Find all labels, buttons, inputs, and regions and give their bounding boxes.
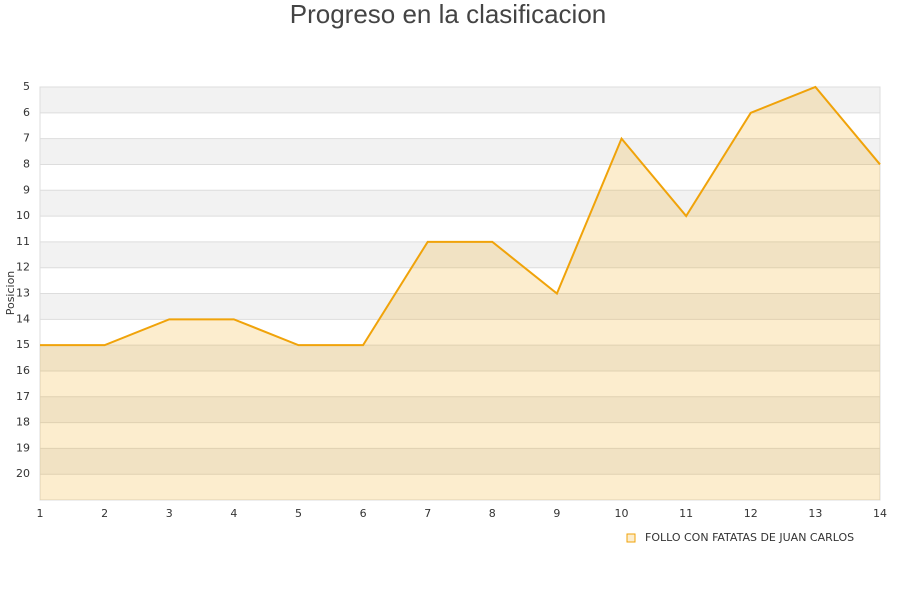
- grid-band: [40, 112, 880, 139]
- grid-band: [40, 396, 880, 423]
- legend-swatch: [626, 533, 636, 543]
- y-tick-label: 12: [16, 261, 30, 274]
- y-tick-label: 20: [16, 467, 30, 480]
- x-tick-label: 8: [489, 507, 496, 520]
- plot-frame: [39, 86, 881, 501]
- x-tick-label: 1: [37, 507, 44, 520]
- grid-band: [40, 267, 880, 294]
- y-tick-label: 15: [16, 338, 30, 351]
- grid-band: [40, 293, 880, 320]
- y-tick-label: 17: [16, 390, 30, 403]
- y-tick-label: 5: [23, 80, 30, 93]
- grid-band: [40, 474, 880, 500]
- y-tick-label: 8: [23, 157, 30, 170]
- y-tick-label: 10: [16, 209, 30, 222]
- y-tick-label: 16: [16, 364, 30, 377]
- x-tick-label: 10: [615, 507, 629, 520]
- grid-band: [40, 138, 880, 165]
- y-tick-label: 18: [16, 416, 30, 429]
- x-tick-label: 9: [553, 507, 560, 520]
- chart-title: Progreso en la clasificacion: [290, 0, 607, 29]
- y-tick-label: 14: [16, 312, 30, 325]
- y-tick-label: 11: [16, 235, 30, 248]
- legend-label: FOLLO CON FATATAS DE JUAN CARLOS: [645, 531, 854, 544]
- grid-band: [40, 87, 880, 113]
- grid-band: [40, 422, 880, 449]
- x-tick-label: 4: [230, 507, 237, 520]
- area: [40, 87, 880, 500]
- x-tick-label: 5: [295, 507, 302, 520]
- x-tick-label: 11: [679, 507, 693, 520]
- x-tick-label: 6: [360, 507, 367, 520]
- y-axis-label: Posicion: [4, 271, 17, 316]
- line: [40, 85, 881, 347]
- grid-band: [40, 319, 880, 346]
- y-tick-label: 9: [23, 183, 30, 196]
- grid-band: [40, 190, 880, 217]
- y-tick-label: 7: [23, 132, 30, 145]
- x-tick-label: 14: [873, 507, 887, 520]
- grid-band: [40, 241, 880, 268]
- grid-band: [40, 345, 880, 371]
- grid-band: [40, 370, 880, 397]
- x-tick-label: 13: [808, 507, 822, 520]
- grid-band: [40, 216, 880, 242]
- grid-band: [40, 164, 880, 191]
- x-tick-label: 7: [424, 507, 431, 520]
- x-tick-label: 3: [166, 507, 173, 520]
- x-tick-label: 12: [744, 507, 758, 520]
- y-tick-label: 6: [23, 106, 30, 119]
- grid-band: [40, 448, 880, 475]
- y-tick-label: 19: [16, 441, 30, 454]
- x-tick-label: 2: [101, 507, 108, 520]
- y-tick-label: 13: [16, 287, 30, 300]
